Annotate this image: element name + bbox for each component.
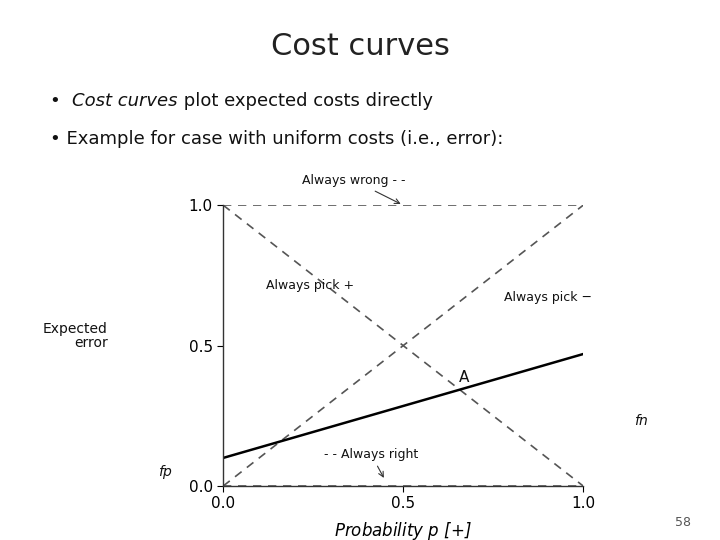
Text: 58: 58 [675, 516, 691, 529]
Text: Expected: Expected [43, 322, 108, 336]
Text: Cost curves: Cost curves [271, 32, 449, 62]
Text: $fn$: $fn$ [634, 413, 648, 428]
Text: - - Always right: - - Always right [324, 448, 418, 477]
Text: $fp$: $fp$ [158, 463, 173, 481]
Text: Cost curves: Cost curves [72, 92, 178, 110]
Text: •: • [50, 92, 67, 110]
Text: plot expected costs directly: plot expected costs directly [178, 92, 433, 110]
Text: Always pick −: Always pick − [504, 291, 592, 303]
Text: • Example for case with uniform costs (i.e., error):: • Example for case with uniform costs (i… [50, 130, 504, 147]
Text: error: error [74, 336, 108, 350]
Text: Always wrong - -: Always wrong - - [302, 174, 406, 204]
X-axis label: Probability $p$ [+]: Probability $p$ [+] [334, 519, 472, 540]
Text: Always pick +: Always pick + [266, 279, 354, 293]
Text: A: A [459, 370, 469, 385]
